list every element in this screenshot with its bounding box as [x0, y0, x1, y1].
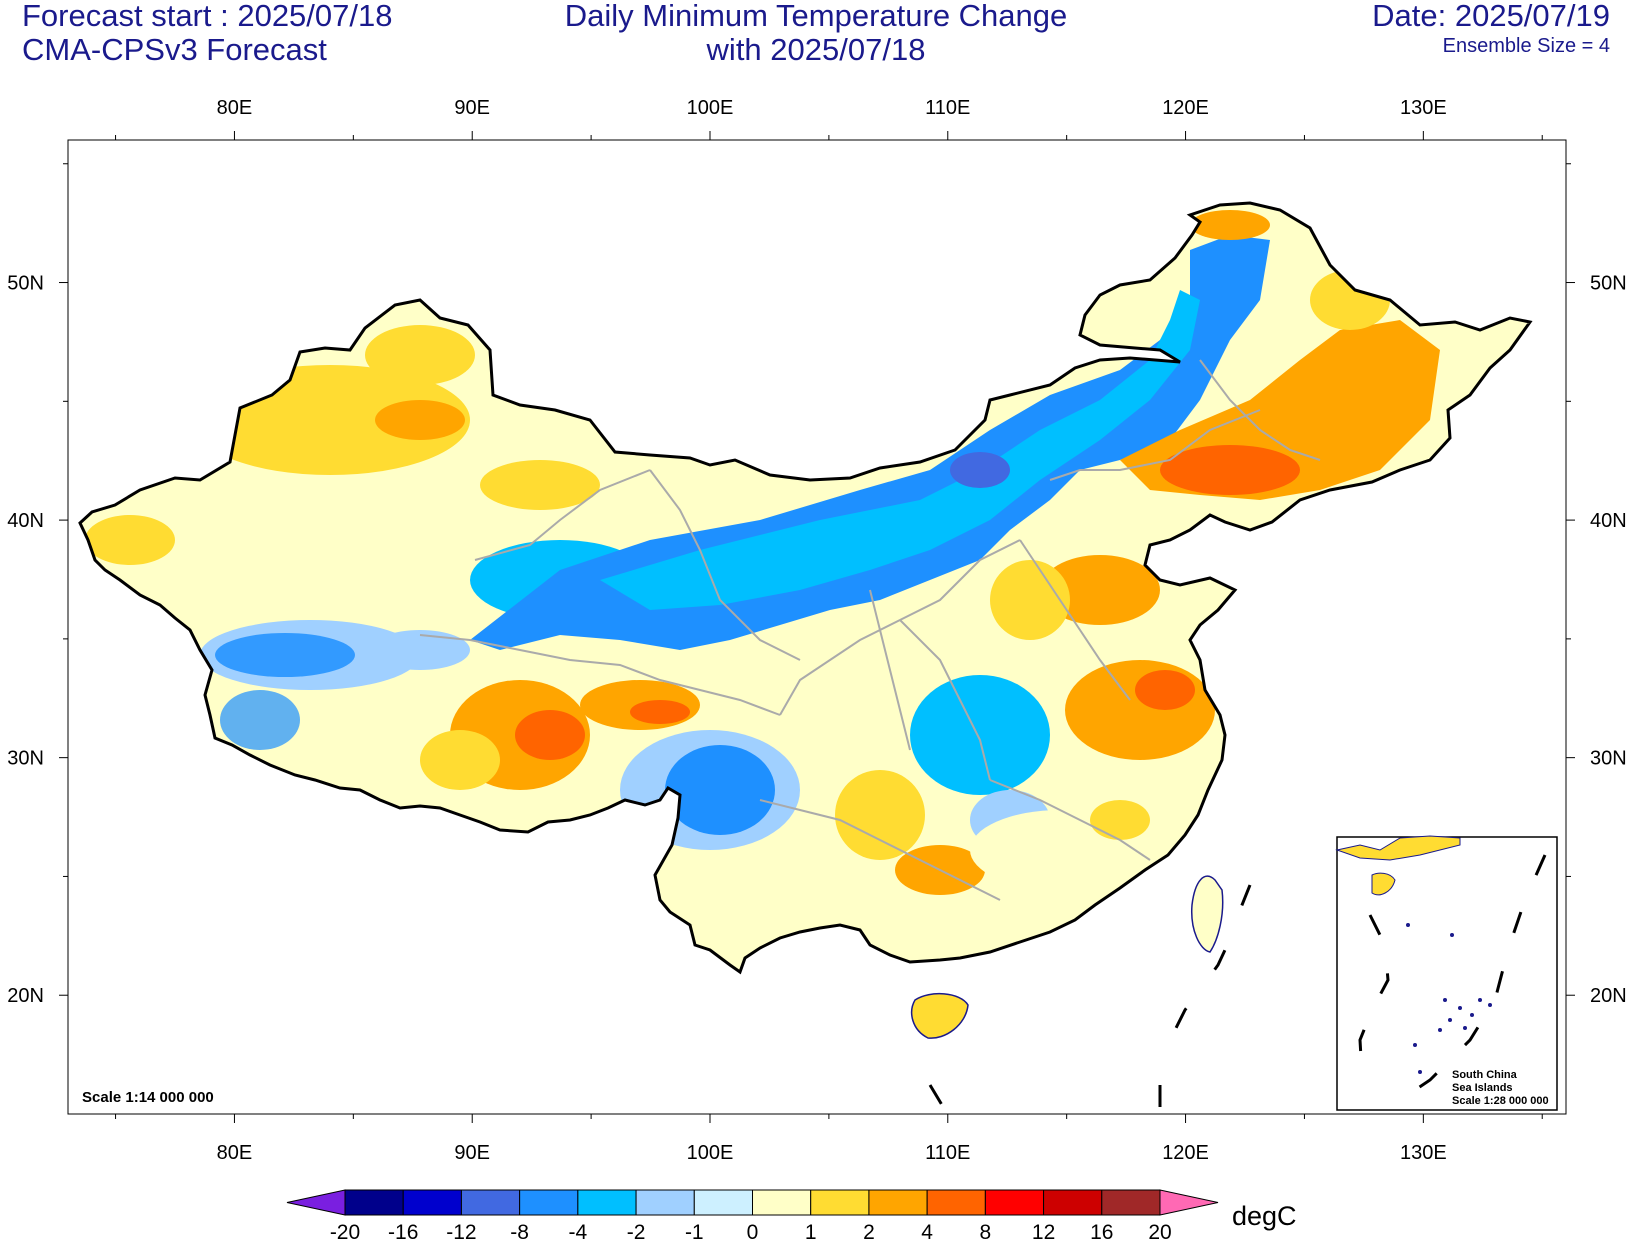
- lat-label-right: 30N: [1590, 748, 1627, 770]
- colorbar-box: [460, 1189, 521, 1216]
- colorbar-tick-label: 20: [1148, 1221, 1171, 1241]
- south-china-sea-inset: South China Sea Islands Scale 1:28 000 0…: [1335, 835, 1558, 1111]
- lat-label-left: 50N: [7, 273, 44, 295]
- lon-label-top: 130E: [1400, 97, 1447, 119]
- colorbar-tick-label: 0: [747, 1221, 759, 1241]
- colorbar-arrow-high: [1159, 1189, 1219, 1216]
- colorbar-tick-label: 16: [1090, 1221, 1113, 1241]
- lon-label-bottom: 130E: [1400, 1142, 1447, 1164]
- colorbar-tick-label: -20: [330, 1221, 360, 1241]
- colorbar-box: [635, 1189, 695, 1216]
- colorbar-box: [402, 1189, 462, 1216]
- colorbar-box: [693, 1189, 753, 1216]
- colorbar-unit-label: degC: [1232, 1201, 1297, 1231]
- ensemble-size-label: Ensemble Size = 4: [1442, 35, 1610, 57]
- map-subtitle: with 2025/07/18: [706, 32, 926, 67]
- lat-label-right: 20N: [1590, 985, 1627, 1007]
- valid-date-label: Date: 2025/07/19: [1372, 0, 1610, 33]
- colorbar-box: [868, 1189, 928, 1216]
- colorbar-tick-label: -1: [685, 1221, 704, 1241]
- colorbar-arrow-low: [286, 1189, 346, 1216]
- lat-label-right: 50N: [1590, 273, 1627, 295]
- graticule-ticks: [59, 131, 1575, 1123]
- colorbar-box: [1101, 1189, 1161, 1216]
- colorbar-tick-label: -12: [446, 1221, 476, 1241]
- map-title: Daily Minimum Temperature Change: [564, 0, 1068, 33]
- lat-label-left: 30N: [7, 748, 44, 770]
- model-label: CMA-CPSv3 Forecast: [22, 32, 327, 67]
- colorbar-tick-label: 2: [863, 1221, 875, 1241]
- lon-label-bottom: 80E: [217, 1142, 253, 1164]
- colorbar-tick-label: -4: [569, 1221, 588, 1241]
- map-scale-label: Scale 1:14 000 000: [82, 1089, 214, 1106]
- colorbar-box: [984, 1189, 1045, 1216]
- colorbar-box: [752, 1189, 812, 1216]
- inset-label-line2: Sea Islands: [1452, 1082, 1513, 1094]
- colorbar: [286, 1189, 1219, 1216]
- colorbar-box: [577, 1189, 637, 1216]
- lon-label-bottom: 90E: [454, 1142, 490, 1164]
- colorbar-box: [926, 1189, 986, 1216]
- colorbar-tick-label: 1: [805, 1221, 817, 1241]
- colorbar-box: [519, 1189, 579, 1216]
- lat-label-left: 40N: [7, 510, 44, 532]
- longitude-labels-bottom: 80E 90E 100E 110E 120E 130E: [217, 1142, 1447, 1164]
- colorbar-tick-label: 12: [1032, 1221, 1055, 1241]
- colorbar-labels: -20 -16 -12 -8 -4 -2 -1 0 1 2 4 8 12 16 20: [330, 1221, 1172, 1241]
- lat-label-right: 40N: [1590, 510, 1627, 532]
- inset-label-line1: South China: [1452, 1069, 1518, 1081]
- lon-label-bottom: 100E: [687, 1142, 734, 1164]
- lon-label-bottom: 110E: [925, 1142, 970, 1164]
- colorbar-box: [1043, 1189, 1103, 1216]
- colorbar-tick-label: -2: [627, 1221, 646, 1241]
- lon-label-top: 110E: [925, 97, 970, 119]
- colorbar-tick-label: -16: [388, 1221, 418, 1241]
- longitude-labels-top: 80E 90E 100E 110E 120E 130E: [217, 97, 1447, 119]
- lon-label-bottom: 120E: [1162, 1142, 1209, 1164]
- lon-label-top: 90E: [454, 97, 490, 119]
- lon-label-top: 100E: [687, 97, 734, 119]
- country-borders: [78, 201, 1532, 1112]
- forecast-start-label: Forecast start : 2025/07/18: [22, 0, 393, 33]
- lat-label-left: 20N: [7, 985, 44, 1007]
- colorbar-tick-label: 8: [980, 1221, 992, 1241]
- inset-label-line3: Scale 1:28 000 000: [1452, 1095, 1549, 1107]
- latitude-labels-left: 50N 40N 30N 20N: [7, 273, 44, 1008]
- latitude-labels-right: 50N 40N 30N 20N: [1590, 273, 1627, 1008]
- colorbar-tick-label: -8: [510, 1221, 529, 1241]
- colorbar-box: [810, 1189, 870, 1216]
- colorbar-tick-label: 4: [921, 1221, 933, 1241]
- lon-label-top: 80E: [217, 97, 253, 119]
- colorbar-box: [344, 1189, 404, 1216]
- lon-label-top: 120E: [1162, 97, 1209, 119]
